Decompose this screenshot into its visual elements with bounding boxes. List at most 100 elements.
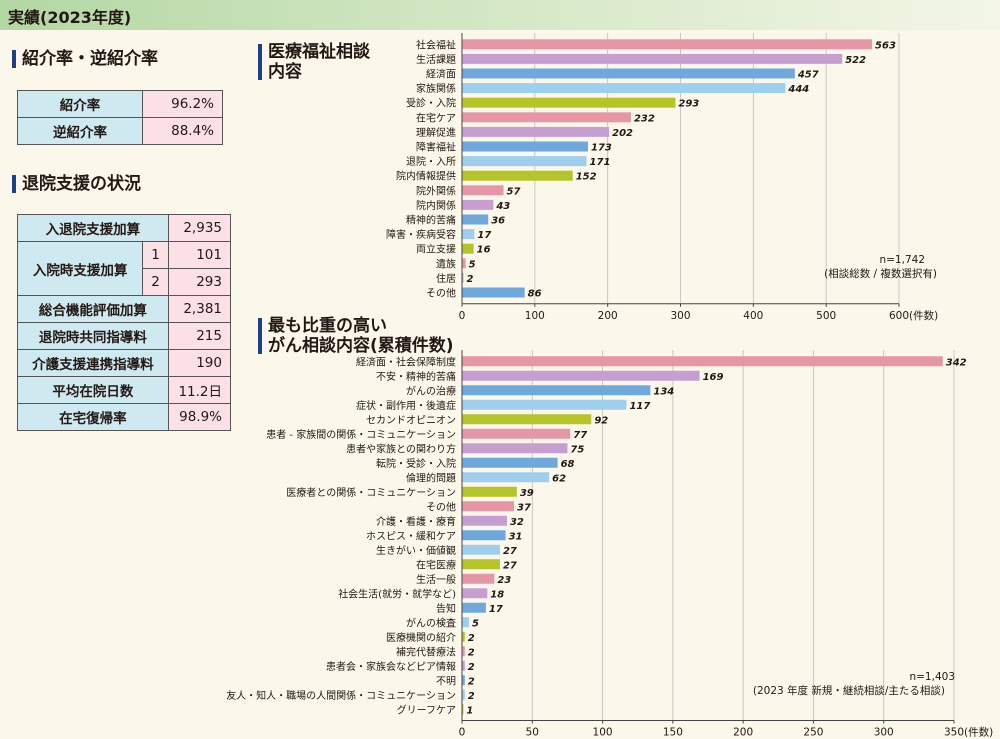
chart2-category-label: 不明 (436, 675, 456, 687)
chart1-title-text: 医療福祉相談内容 (268, 42, 370, 82)
table-value: 98.9% (167, 403, 232, 431)
chart1-category-label: その他 (426, 287, 456, 300)
chart2-bar (462, 588, 488, 599)
chart2-bar (462, 675, 465, 686)
chart1-data-label: 522 (845, 55, 866, 66)
chart2-data-label: 31 (509, 531, 523, 542)
chart2-category-label: 介護・看護・療育 (376, 515, 456, 528)
chart2-data-label: 2 (468, 633, 475, 644)
chart2-bar (462, 544, 500, 555)
chart2-data-label: 2 (468, 662, 475, 673)
table-row: 紹介率 96.2% (17, 90, 223, 118)
chart2-title-line2: がん相談内容(累積件数) (268, 336, 454, 356)
chart2-title-line1: 最も比重の高い (268, 316, 387, 336)
chart2-data-label: 37 (517, 502, 531, 513)
table-subnum: 2 (142, 268, 169, 296)
chart1-data-label: 2 (466, 274, 473, 285)
chart2-bar (462, 602, 486, 613)
chart2-data-label: 2 (468, 676, 475, 687)
chart2-category-label: がんの治療 (406, 384, 456, 397)
chart1-data-label: 444 (787, 84, 809, 95)
chart1-data-label: 152 (576, 172, 597, 183)
chart2-note1: n=1,403 (909, 671, 955, 683)
chart1-bar (462, 214, 489, 225)
chart1-x-tick-label: 500 (816, 310, 836, 322)
chart1-category-label: 障害・疾病受容 (386, 228, 456, 241)
chart1-bar (462, 243, 474, 254)
chart2-category-label: ホスピス・緩和ケア (366, 529, 456, 542)
table-label: 在宅復帰率 (17, 403, 169, 431)
chart2-bar (462, 559, 500, 570)
chart1-category-label: 両立支援 (416, 243, 456, 256)
chart1-bar (462, 258, 466, 269)
chart2-bar (462, 573, 495, 584)
chart2-data-label: 62 (552, 473, 566, 484)
chart1-data-label: 5 (469, 259, 476, 270)
chart1-category-label: 院内関係 (416, 199, 456, 212)
table-row: 総合機能評価加算 2,381 (17, 295, 232, 323)
chart1-data-label: 43 (495, 201, 510, 212)
table-label: 逆紹介率 (17, 117, 143, 145)
chart1-bar (462, 126, 610, 137)
table-label: 総合機能評価加算 (17, 295, 169, 323)
chart1-bar (462, 112, 631, 123)
chart1-x-tick-label: 100 (525, 310, 545, 322)
table-value: 2,381 (167, 295, 232, 323)
table-label: 入退院支援加算 (17, 214, 169, 242)
chart1-category-label: 障害福祉 (416, 141, 456, 154)
chart2-bar (462, 631, 465, 642)
chart1-data-label: 36 (491, 216, 505, 227)
table-row: 退院時共同指導料 215 (17, 322, 232, 350)
chart2-title: 最も比重の高い がん相談内容(累積件数) (258, 316, 454, 356)
chart2-bar (462, 646, 465, 657)
chart1-bar (462, 53, 843, 64)
chart1-category-label: 精神的苦痛 (406, 214, 456, 227)
chart1-category-label: 生活課題 (416, 53, 456, 66)
chart2-category-label: 告知 (436, 602, 456, 615)
chart1-bar (462, 39, 873, 50)
chart2-note2: (2023 年度 新規・継続相談/主たる相談) (753, 684, 945, 697)
chart1-category-label: 理解促進 (416, 126, 456, 139)
chart2-bar (462, 370, 700, 381)
chart2-x-unit: (件数) (964, 726, 993, 739)
chart1-bar (462, 68, 795, 79)
chart1-bar (462, 272, 464, 283)
discharge-table: 入退院支援加算 2,935 入院時支援加算 1 101 2 293 総合機能評価… (16, 214, 232, 431)
chart1-title: 医療福祉相談内容 (258, 42, 378, 82)
chart2-bar (462, 414, 592, 425)
chart2-bar (462, 385, 651, 396)
chart1-data-label: 171 (590, 157, 611, 168)
chart1-note1: n=1,742 (879, 254, 925, 266)
chart1-category-label: 院外関係 (416, 184, 456, 197)
chart1-x-tick-label: 0 (459, 310, 466, 322)
chart2-category-label: セカンドオピニオン (366, 414, 456, 426)
page-title: 実績(2023年度) (8, 8, 132, 27)
chart2-bar (462, 515, 507, 526)
chart2-data-label: 169 (703, 372, 724, 383)
chart1-data-label: 17 (477, 230, 491, 241)
chart1-bar (462, 229, 475, 240)
page-header: 実績(2023年度) (0, 0, 1000, 30)
chart2-category-label: 症状・副作用・後遺症 (356, 399, 456, 412)
chart2-category-label: その他 (426, 500, 456, 513)
chart2-x-tick-label: 100 (593, 727, 613, 739)
chart1-bar (462, 141, 589, 152)
table-row: 介護支援連携指導料 190 (17, 349, 232, 377)
chart2-data-label: 75 (570, 444, 584, 455)
table-label: 退院時共同指導料 (17, 322, 169, 350)
chart1-x-tick-label: 200 (598, 310, 618, 322)
chart1-x-tick-label: 600 (889, 310, 909, 322)
table-label: 紹介率 (17, 90, 143, 118)
chart1-category-label: 受診・入院 (406, 97, 456, 110)
chart2-bar (462, 501, 515, 512)
chart1-bar (462, 97, 676, 108)
chart1-category-label: 遺族 (436, 257, 456, 270)
chart2-bar (462, 704, 464, 715)
table-label: 入院時支援加算 (16, 241, 144, 296)
chart1-category-label: 住居 (436, 272, 456, 285)
chart2-data-label: 27 (503, 560, 517, 571)
chart1-data-label: 563 (875, 40, 896, 51)
chart2-x-tick-label: 300 (874, 727, 894, 739)
chart1-bar (462, 83, 786, 94)
